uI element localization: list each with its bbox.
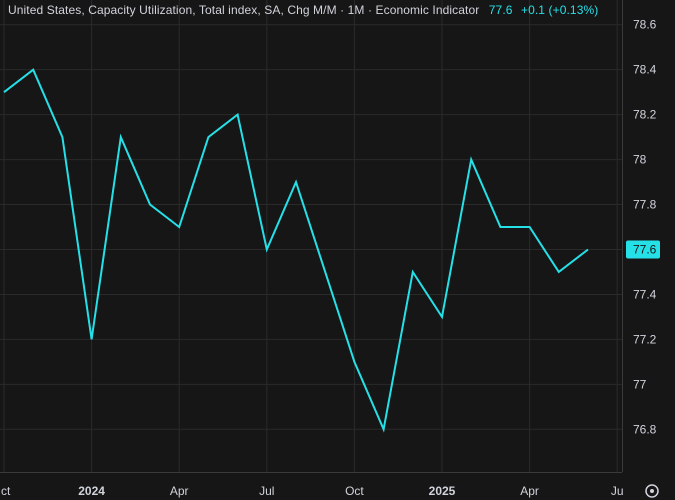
data-point — [2, 90, 6, 94]
legend-change: +0.1 (+0.13%) — [520, 3, 599, 17]
data-point — [557, 270, 561, 274]
data-point — [586, 247, 590, 251]
y-tick-label: 77.2 — [633, 332, 657, 346]
last-value-badge — [626, 240, 660, 259]
grid-layer — [0, 0, 622, 472]
data-point — [236, 113, 240, 117]
y-tick-label: 76.8 — [633, 422, 657, 436]
x-tick-label: Oct — [345, 484, 364, 498]
series-layer — [2, 68, 590, 433]
data-point — [352, 360, 356, 364]
x-tick-label: ct — [1, 484, 11, 498]
x-tick-label: Ju — [611, 484, 624, 498]
settings-gear-icon[interactable] — [645, 484, 659, 498]
chart-legend: United States, Capacity Utilization, Tot… — [8, 3, 598, 17]
last-value-badge-label: 77.6 — [633, 242, 657, 256]
data-point — [119, 135, 123, 139]
y-tick-label: 78.6 — [633, 18, 657, 32]
data-point — [528, 225, 532, 229]
legend-last-value: 77.6 — [488, 3, 513, 17]
x-tick-label: 2024 — [78, 484, 105, 498]
x-tick-label: Apr — [520, 484, 539, 498]
data-point — [294, 180, 298, 184]
data-point — [411, 270, 415, 274]
data-point — [440, 315, 444, 319]
y-tick-label: 77.8 — [633, 198, 657, 212]
data-point — [382, 427, 386, 431]
data-point — [90, 337, 94, 341]
data-point — [31, 68, 35, 72]
legend-title: United States, Capacity Utilization, Tot… — [8, 3, 480, 17]
data-point — [265, 247, 269, 251]
axis-layer: 76.8 77 77.2 77.4 77.6 77.8 78 78.2 78.4 78.6 ct 20… — [0, 0, 657, 498]
data-point — [206, 135, 210, 139]
x-tick-label: Apr — [170, 484, 189, 498]
y-tick-label: 77.4 — [633, 287, 657, 301]
badge-layer: 77.6 — [626, 240, 660, 259]
data-point — [60, 135, 64, 139]
series-line — [3, 68, 589, 433]
y-tick-label: 78.2 — [633, 108, 657, 122]
x-tick-label: 2025 — [429, 484, 456, 498]
y-tick-label: 78.4 — [633, 63, 657, 77]
data-point — [498, 225, 502, 229]
y-tick-label: 77 — [633, 377, 647, 391]
data-point — [148, 203, 152, 207]
x-tick-label: Jul — [259, 484, 274, 498]
data-point — [469, 158, 473, 162]
y-tick-label: 78 — [633, 153, 647, 167]
data-point — [323, 270, 327, 274]
data-point — [177, 225, 181, 229]
